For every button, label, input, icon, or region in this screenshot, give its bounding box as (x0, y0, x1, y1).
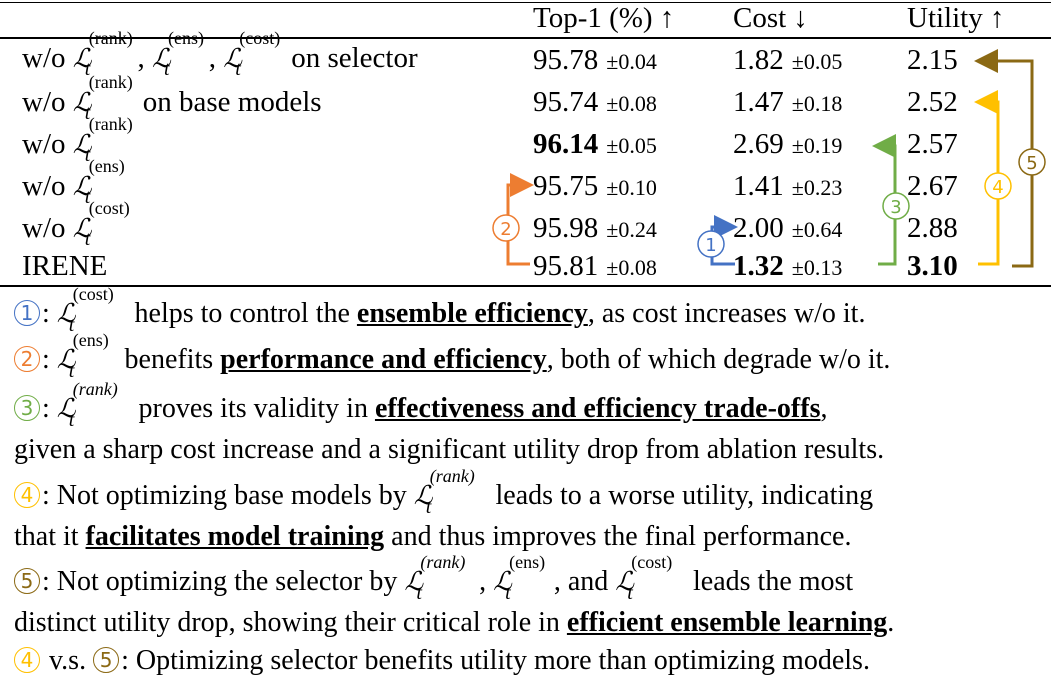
marker-1: 1 (14, 300, 40, 326)
connector-1-marker (697, 230, 725, 258)
table-cell-top1: 96.14 ±0.05 (533, 128, 657, 160)
marker-4: 4 (14, 482, 40, 508)
table-top-rule (0, 2, 1051, 3)
connector-5-label: 5 (1026, 153, 1037, 174)
table-cell-top1: 95.81 ±0.08 (533, 250, 657, 282)
marker-4: 4 (14, 647, 40, 673)
table-mid-rule (0, 37, 1051, 39)
table-bottom-rule (0, 285, 1051, 287)
table-cell-utility: 2.88 (907, 212, 958, 244)
table-cell-cost: 1.47 ±0.18 (733, 86, 843, 118)
header-cost: Cost ↓ (733, 2, 808, 34)
note-6: 4 v.s. 5: Optimizing selector benefits u… (14, 645, 870, 677)
connector-3-marker (882, 192, 910, 220)
header-utility: Utility ↑ (907, 2, 1005, 34)
note-5-line2: distinct utility drop, showing their cri… (14, 607, 895, 638)
connector-4-marker (984, 172, 1012, 200)
table-cell-top1: 95.74 ±0.08 (533, 86, 657, 118)
table-cell-cost: 1.32 ±0.13 (733, 250, 843, 282)
table-cell-cost: 1.41 ±0.23 (733, 170, 843, 202)
connector-5-marker (1018, 148, 1046, 176)
connector-2-label: 2 (500, 219, 511, 240)
table-cell-cost: 2.69 ±0.19 (733, 128, 843, 160)
table-cell-utility: 2.15 (907, 44, 958, 76)
connector-2-marker (492, 214, 520, 242)
marker-2: 2 (14, 346, 40, 372)
table-cell-utility: 2.57 (907, 128, 958, 160)
ablation-connector-arrows: 2 1 3 4 5 (492, 49, 1046, 268)
marker-5: 5 (93, 647, 120, 673)
note-4-line2: that it facilitates model training and t… (14, 521, 852, 552)
marker-3: 3 (14, 395, 40, 421)
connector-3-label: 3 (890, 197, 901, 218)
table-cell-top1: 95.78 ±0.04 (533, 44, 657, 76)
header-top1: Top-1 (%) ↑ (533, 2, 675, 34)
table-cell-utility: 2.67 (907, 170, 958, 202)
table-row-label: IRENE (22, 250, 108, 282)
table-cell-top1: 95.75 ±0.10 (533, 170, 657, 202)
connector-4-label: 4 (992, 177, 1003, 198)
table-cell-cost: 1.82 ±0.05 (733, 44, 843, 76)
note-3-line2: given a sharp cost increase and a signif… (14, 434, 885, 465)
table-cell-top1: 95.98 ±0.24 (533, 212, 657, 244)
table-cell-utility: 3.10 (907, 250, 958, 282)
table-cell-cost: 2.00 ±0.64 (733, 212, 843, 244)
table-cell-utility: 2.52 (907, 86, 958, 118)
marker-5: 5 (14, 568, 40, 594)
connector-1-label: 1 (705, 235, 716, 256)
